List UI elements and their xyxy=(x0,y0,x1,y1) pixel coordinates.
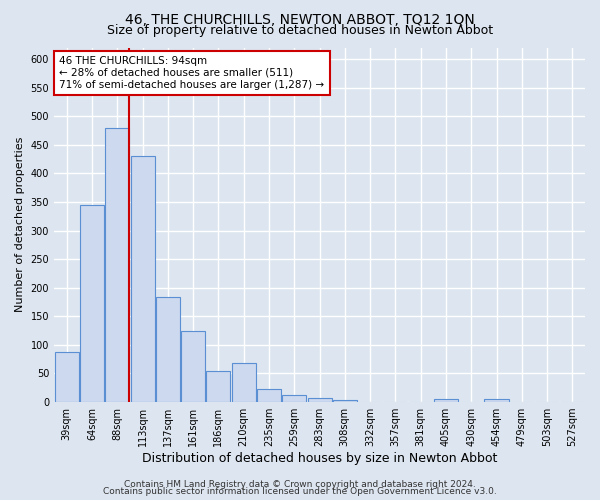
Text: Size of property relative to detached houses in Newton Abbot: Size of property relative to detached ho… xyxy=(107,24,493,37)
Bar xyxy=(434,399,458,402)
Bar xyxy=(232,363,256,402)
Bar xyxy=(181,330,205,402)
Bar xyxy=(257,389,281,402)
Bar xyxy=(282,394,306,402)
Text: 46, THE CHURCHILLS, NEWTON ABBOT, TQ12 1QN: 46, THE CHURCHILLS, NEWTON ABBOT, TQ12 1… xyxy=(125,12,475,26)
Bar xyxy=(156,298,180,402)
Text: Contains HM Land Registry data © Crown copyright and database right 2024.: Contains HM Land Registry data © Crown c… xyxy=(124,480,476,489)
Text: Contains public sector information licensed under the Open Government Licence v3: Contains public sector information licen… xyxy=(103,487,497,496)
Text: 46 THE CHURCHILLS: 94sqm
← 28% of detached houses are smaller (511)
71% of semi-: 46 THE CHURCHILLS: 94sqm ← 28% of detach… xyxy=(59,56,325,90)
Bar xyxy=(105,128,129,402)
Bar xyxy=(308,398,332,402)
Bar xyxy=(55,352,79,402)
Bar xyxy=(80,205,104,402)
Bar xyxy=(131,156,155,402)
X-axis label: Distribution of detached houses by size in Newton Abbot: Distribution of detached houses by size … xyxy=(142,452,497,465)
Y-axis label: Number of detached properties: Number of detached properties xyxy=(15,137,25,312)
Bar xyxy=(484,399,509,402)
Bar xyxy=(333,400,357,402)
Bar xyxy=(206,370,230,402)
